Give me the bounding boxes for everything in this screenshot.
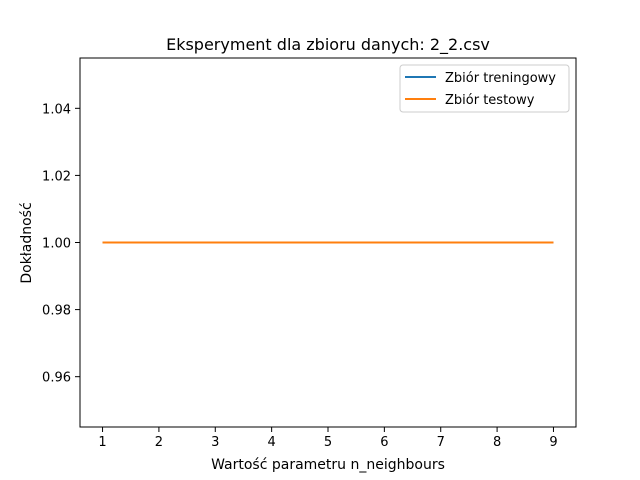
x-tick-label: 8 bbox=[493, 435, 501, 450]
x-tick-label: 7 bbox=[437, 435, 445, 450]
x-tick-label: 5 bbox=[324, 435, 332, 450]
x-axis: 1 2 3 4 5 6 7 8 9 bbox=[98, 427, 558, 450]
x-tick-label: 2 bbox=[155, 435, 163, 450]
x-tick-label: 1 bbox=[98, 435, 106, 450]
x-axis-label: Wartość parametru n_neighbours bbox=[211, 457, 445, 473]
x-tick-label: 3 bbox=[211, 435, 219, 450]
y-tick-label: 1.04 bbox=[42, 102, 71, 117]
x-tick-label: 9 bbox=[549, 435, 557, 450]
chart-title: Eksperyment dla zbioru danych: 2_2.csv bbox=[166, 35, 490, 55]
y-tick-label: 0.96 bbox=[42, 371, 71, 386]
legend: Zbiór treningowy Zbiór testowy bbox=[399, 64, 570, 113]
y-axis-label: Dokładność bbox=[19, 202, 35, 283]
y-tick-label: 1.00 bbox=[42, 237, 71, 252]
y-tick-label: 1.02 bbox=[42, 169, 71, 184]
legend-box bbox=[399, 64, 570, 113]
y-axis: 0.96 0.98 1.00 1.02 1.04 bbox=[42, 102, 80, 386]
legend-label-test: Zbiór testowy bbox=[445, 93, 535, 108]
x-tick-label: 6 bbox=[380, 435, 388, 450]
legend-label-train: Zbiór treningowy bbox=[445, 71, 556, 86]
x-tick-label: 4 bbox=[267, 435, 275, 450]
y-tick-label: 0.98 bbox=[42, 304, 71, 319]
